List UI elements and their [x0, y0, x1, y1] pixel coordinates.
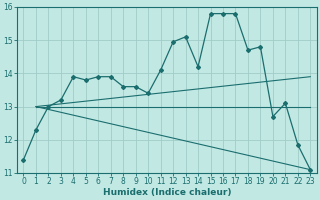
X-axis label: Humidex (Indice chaleur): Humidex (Indice chaleur) — [103, 188, 231, 197]
